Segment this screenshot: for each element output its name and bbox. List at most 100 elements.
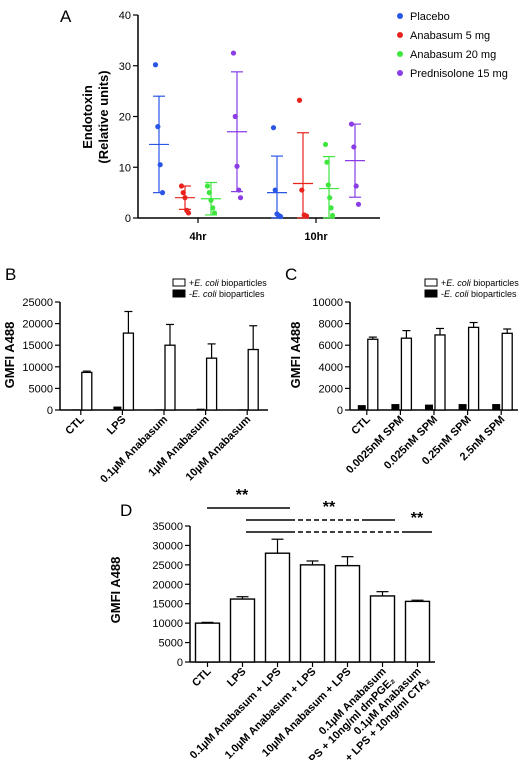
panel-c-bar-minus-0 xyxy=(357,405,366,410)
panel-b-bar-minus-3 xyxy=(196,408,205,410)
panel-c-legend-prefix-1: - xyxy=(441,289,444,299)
panel-a-x-tick-label-1: 10hr xyxy=(304,231,328,243)
panel-a-2-0-point-3 xyxy=(210,205,216,211)
panel-c-bar-plus-0 xyxy=(367,338,379,411)
panel-c-y-tick-label-1: 2000 xyxy=(319,383,343,395)
panel-a-legend-swatch-0 xyxy=(397,13,403,19)
panel-d-letter: D xyxy=(120,501,132,520)
panel-d-y-tick-label-6: 30000 xyxy=(152,540,183,552)
panel-a-2-0-point-2 xyxy=(208,197,214,203)
panel-a-axes: 0 10 20 30 40 4hr 10hr xyxy=(119,10,380,243)
panel-c-bar-plus-1 xyxy=(400,337,413,411)
panel-a-2-1-point-3 xyxy=(327,195,333,201)
panel-d-x-tick-label-0-0: CTL xyxy=(190,665,214,689)
panel-d-significance: ** ** ** xyxy=(207,487,432,533)
panel-b-y-tick-label-4: 20000 xyxy=(22,319,53,331)
panel-b-y-tick-label-5: 25000 xyxy=(22,297,53,309)
panel-c-bar-plus-3 xyxy=(467,326,480,411)
panel-d-bar-4 xyxy=(334,564,361,663)
panel-a-legend-label-1: Anabasum 5 mg xyxy=(410,30,490,42)
panel-b-bar-minus-2 xyxy=(155,409,163,410)
panel-a-3-1-point-1 xyxy=(351,144,357,150)
panel-a-scatter-chart: A Endotoxin (Relative units) 0 10 20 30 40 4h… xyxy=(60,7,508,243)
panel-b-letter: B xyxy=(5,265,16,284)
panel-c-legend: +E. coli bioparticles-E. coli bioparticl… xyxy=(424,278,519,299)
panel-c-bar-minus-3 xyxy=(458,404,467,410)
panel-a-legend-swatch-3 xyxy=(397,70,403,76)
panel-a-y-tick-label-4: 40 xyxy=(119,10,131,22)
panel-c-y-tick-label-5: 10000 xyxy=(312,297,343,309)
panel-a-3-0-point-2 xyxy=(234,163,240,169)
panel-c-bar-plus-2 xyxy=(434,334,446,411)
panel-d-y-tick-label-7: 35000 xyxy=(152,521,183,533)
panel-c-legend-italic-1: E. coli xyxy=(444,289,470,299)
panel-a-3-1-point-3 xyxy=(355,201,362,207)
panel-b-bar-minus-4 xyxy=(238,409,247,410)
panel-a-legend-label-2: Anabasum 20 mg xyxy=(410,49,496,61)
panel-b-bar-minus-1 xyxy=(113,406,122,410)
panel-d-x-tick-label-1-0: LPS xyxy=(225,666,249,690)
panel-a-y-tick-label-2: 20 xyxy=(119,112,131,124)
panel-a-3-0-point-0 xyxy=(230,50,237,56)
panel-b-legend-suffix-1: bioparticles xyxy=(217,289,266,299)
panel-a-2-0-point-1 xyxy=(206,190,212,196)
panel-b-x-tick-label-1: LPS xyxy=(105,414,129,438)
panel-a-3-1-point-0 xyxy=(348,121,355,127)
panel-d-marks xyxy=(194,538,431,663)
panel-d-bar-0 xyxy=(194,622,221,663)
panel-c-legend-suffix-1: bioparticles xyxy=(469,289,518,299)
panel-b-legend-italic-1: E. coli xyxy=(192,289,218,299)
panel-b-bar-plus-2 xyxy=(164,344,176,411)
panel-a-2-1-point-4 xyxy=(328,205,334,211)
panel-d-ylabel: GMFI A488 xyxy=(108,557,123,624)
panel-b-legend-label-1: -E. coli bioparticles xyxy=(189,289,265,299)
panel-c-legend-label-1: -E. coli bioparticles xyxy=(441,289,517,299)
panel-a-1-1-point-0 xyxy=(296,97,303,103)
panel-c-bar-minus-2 xyxy=(425,404,433,410)
panel-b-bar-plus-3 xyxy=(205,357,218,411)
panel-a-0-0-point-0 xyxy=(152,62,159,68)
panel-c-legend-swatch-1 xyxy=(424,289,438,298)
panel-a-ylabel-line2: (Relative units) xyxy=(96,70,111,163)
panel-a-2-0-point-0 xyxy=(204,183,211,189)
panel-c-legend-suffix-0: bioparticles xyxy=(471,278,520,288)
panel-c-y-tick-label-0: 0 xyxy=(337,405,343,417)
panel-a-2-0-point-4 xyxy=(211,210,218,216)
panel-a-2-1-point-5 xyxy=(329,212,336,219)
panel-a-1-1-point-3 xyxy=(303,213,310,219)
panel-b-legend-swatch-1 xyxy=(172,289,186,298)
panel-a-1-0-point-0 xyxy=(178,183,185,189)
panel-a-legend: Placebo Anabasum 5 mg Anabasum 20 mg Predni… xyxy=(397,11,508,80)
panel-a-letter: A xyxy=(60,7,72,26)
panel-c-bar-chart: C GMFI A488 0 2000 4000 6000 8000 10000 CTL0.0… xyxy=(285,265,519,476)
panel-d-sig-label-2: ** xyxy=(323,499,336,516)
panel-a-y-tick-label-0: 0 xyxy=(125,213,131,225)
panel-c-bar-minus-1 xyxy=(391,404,400,410)
panel-c-legend-label-0: +E. coli bioparticles xyxy=(441,278,519,288)
panel-b-ylabel: GMFI A488 xyxy=(2,322,17,389)
panel-c-ylabel: GMFI A488 xyxy=(288,322,303,389)
panel-c-y-tick-label-4: 8000 xyxy=(319,319,343,331)
panel-d-bar-1 xyxy=(229,598,256,663)
panel-c-legend-prefix-0: + xyxy=(441,278,446,288)
panel-d-bar-3 xyxy=(299,564,326,663)
panel-c-marks xyxy=(357,321,513,411)
panel-b-legend-italic-0: E. coli xyxy=(194,278,220,288)
panel-b-legend: +E. coli bioparticles-E. coli bioparticl… xyxy=(172,278,267,299)
panel-b-legend-label-0: +E. coli bioparticles xyxy=(189,278,267,288)
panel-a-3-0-point-4 xyxy=(237,195,244,201)
panel-b-bar-plus-4 xyxy=(247,348,259,411)
panel-b-x-tick-label-0: CTL xyxy=(63,413,87,437)
panel-d-sig-label-1: ** xyxy=(236,487,249,504)
panel-d-y-tick-label-2: 10000 xyxy=(152,618,183,630)
panel-a-1-1-point-1 xyxy=(299,187,305,193)
panel-c-letter: C xyxy=(285,265,297,284)
panel-a-0-0-point-3 xyxy=(159,190,166,196)
panel-d-bar-6 xyxy=(404,600,431,663)
panel-a-y-tick-label-1: 10 xyxy=(119,162,131,174)
panel-c-x-tick-label-1: 0.0025nM SPM xyxy=(344,414,407,477)
panel-a-3-0-point-1 xyxy=(232,113,238,120)
panel-b-legend-prefix-1: - xyxy=(189,289,192,299)
